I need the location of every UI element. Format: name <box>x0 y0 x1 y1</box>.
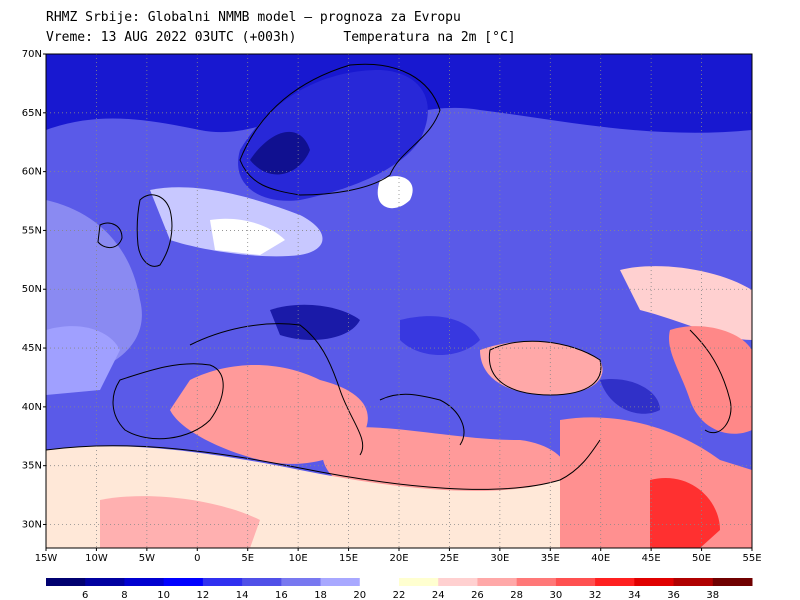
lat-label: 55N <box>22 225 42 236</box>
legend-label: 30 <box>550 590 563 600</box>
lon-label: 10W <box>85 553 108 564</box>
legend-label: 34 <box>628 590 641 600</box>
lon-label: 25E <box>440 553 459 564</box>
color-legend: 6 8 10 12 14 16 18 20 22 24 26 28 30 32 34 36 38 <box>46 578 753 600</box>
legend-swatch <box>242 578 282 586</box>
legend-swatch <box>516 578 557 586</box>
legend-label: 36 <box>667 590 680 600</box>
lat-label: 50N <box>22 284 42 295</box>
gulf-hot-field <box>650 478 720 548</box>
lat-label: 30N <box>22 519 42 530</box>
alps-cold-field <box>270 304 360 340</box>
legend-label: 26 <box>471 590 484 600</box>
lat-label: 45N <box>22 343 42 354</box>
black-sea-field <box>480 341 603 395</box>
legend-swatch <box>359 578 400 586</box>
longitude-labels: 15W 10W 5W 0 5E 10E 15E 20E 25E 30E 35E 40E 45E 50E 55… <box>35 548 762 564</box>
lat-label: 60N <box>22 167 42 178</box>
legend-swatch <box>202 578 243 586</box>
legend-swatch <box>163 578 204 586</box>
legend-swatch <box>399 578 439 586</box>
lat-label: 65N <box>22 108 42 119</box>
legend-label: 8 <box>121 590 127 600</box>
lon-label: 20E <box>389 553 408 564</box>
legend-swatch <box>281 578 322 586</box>
latitude-labels: 70N 65N 60N 55N 50N 45N 40N 35N 30N <box>22 49 46 530</box>
legend-label: 10 <box>157 590 170 600</box>
lon-label: 15W <box>35 553 58 564</box>
atlantic-west-field <box>46 326 120 395</box>
temperature-field <box>46 54 752 548</box>
map-subtitle: Vreme: 13 AUG 2022 03UTC (+003h) Tempera… <box>46 30 516 45</box>
legend-swatch <box>712 578 753 586</box>
caspian-north-field <box>620 266 752 340</box>
coastlines <box>46 63 732 490</box>
lon-label: 10E <box>289 553 308 564</box>
legend-label: 28 <box>510 590 523 600</box>
legend-swatch <box>555 578 596 586</box>
legend-label: 12 <box>197 590 210 600</box>
legend-label: 18 <box>314 590 327 600</box>
legend-label: 16 <box>275 590 288 600</box>
legend-swatch <box>438 578 478 586</box>
legend-label: 14 <box>236 590 249 600</box>
legend-swatch <box>673 578 714 586</box>
legend-swatch <box>477 578 518 586</box>
lon-label: 45E <box>642 553 661 564</box>
lon-label: 50E <box>692 553 711 564</box>
legend-label: 32 <box>589 590 602 600</box>
caucasus-cold-field <box>600 379 660 414</box>
denmark-warm-field <box>210 218 285 255</box>
lat-label: 70N <box>22 49 42 60</box>
lon-label: 30E <box>490 553 509 564</box>
lon-label: 40E <box>591 553 610 564</box>
baltic-warm-field <box>377 176 413 209</box>
legend-swatch <box>320 578 361 586</box>
lon-label: 0 <box>194 553 200 564</box>
eastern-med-field <box>322 427 568 499</box>
lon-label: 5E <box>241 553 254 564</box>
lat-label: 35N <box>22 461 42 472</box>
lat-label: 40N <box>22 402 42 413</box>
variable-name: Temperatura na 2m [°C] <box>343 30 516 45</box>
western-med-field <box>170 365 368 464</box>
legend-label: 6 <box>82 590 88 600</box>
lon-label: 5W <box>139 553 155 564</box>
map-title: RHMZ Srbije: Globalni NMMB model — progn… <box>46 10 461 25</box>
lon-label: 15E <box>339 553 358 564</box>
lon-label: 55E <box>742 553 761 564</box>
legend-swatch <box>634 578 675 586</box>
legend-label: 22 <box>393 590 406 600</box>
carpathian-field <box>400 316 480 355</box>
norway-cold-field <box>250 131 310 175</box>
legend-label: 38 <box>706 590 719 600</box>
legend-swatch <box>595 578 635 586</box>
legend-swatch <box>85 578 125 586</box>
legend-swatch <box>124 578 165 586</box>
forecast-time: Vreme: 13 AUG 2022 03UTC (+003h) <box>46 30 297 45</box>
legend-label: 24 <box>432 590 445 600</box>
sahara-warm-field <box>100 496 260 548</box>
legend-label: 20 <box>353 590 366 600</box>
legend-swatch <box>46 578 86 586</box>
lon-label: 35E <box>541 553 560 564</box>
